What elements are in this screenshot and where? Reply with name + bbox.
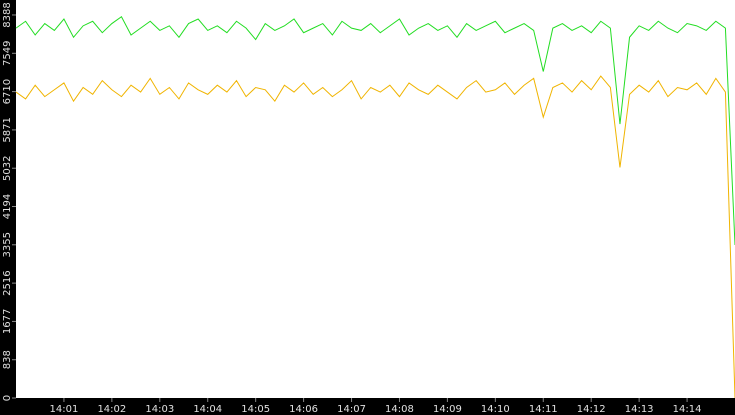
y-tick-label: 0 bbox=[2, 395, 13, 401]
x-tick-label: 14:02 bbox=[97, 404, 126, 415]
series-line bbox=[15, 15, 735, 246]
x-tick-label: 14:14 bbox=[673, 404, 702, 415]
y-tick-label: 8388 bbox=[2, 2, 13, 27]
y-tick-label: 3355 bbox=[2, 232, 13, 257]
y-tick-label: 1677 bbox=[2, 309, 13, 334]
x-tick-label: 14:13 bbox=[625, 404, 654, 415]
y-tick-label: 7549 bbox=[2, 41, 13, 66]
plot-area bbox=[16, 0, 735, 398]
x-tick-label: 14:09 bbox=[433, 404, 462, 415]
x-tick-label: 14:04 bbox=[193, 404, 222, 415]
y-tick-label: 6710 bbox=[2, 79, 13, 104]
y-tick-label: 5871 bbox=[2, 117, 13, 142]
x-tick-label: 14:10 bbox=[481, 404, 510, 415]
series-line bbox=[15, 75, 735, 399]
y-tick-label: 2516 bbox=[2, 270, 13, 295]
x-tick-label: 14:03 bbox=[145, 404, 174, 415]
y-tick-label: 4194 bbox=[2, 194, 13, 219]
x-tick-label: 14:07 bbox=[337, 404, 366, 415]
x-tick-label: 14:01 bbox=[50, 404, 79, 415]
x-tick-label: 14:06 bbox=[289, 404, 318, 415]
y-tick-label: 5032 bbox=[2, 155, 13, 180]
x-tick-label: 14:12 bbox=[577, 404, 606, 415]
x-tick-label: 14:05 bbox=[241, 404, 270, 415]
x-tick-label: 14:11 bbox=[529, 404, 558, 415]
x-tick-label: 14:08 bbox=[385, 404, 414, 415]
y-tick-label: 838 bbox=[2, 350, 13, 369]
